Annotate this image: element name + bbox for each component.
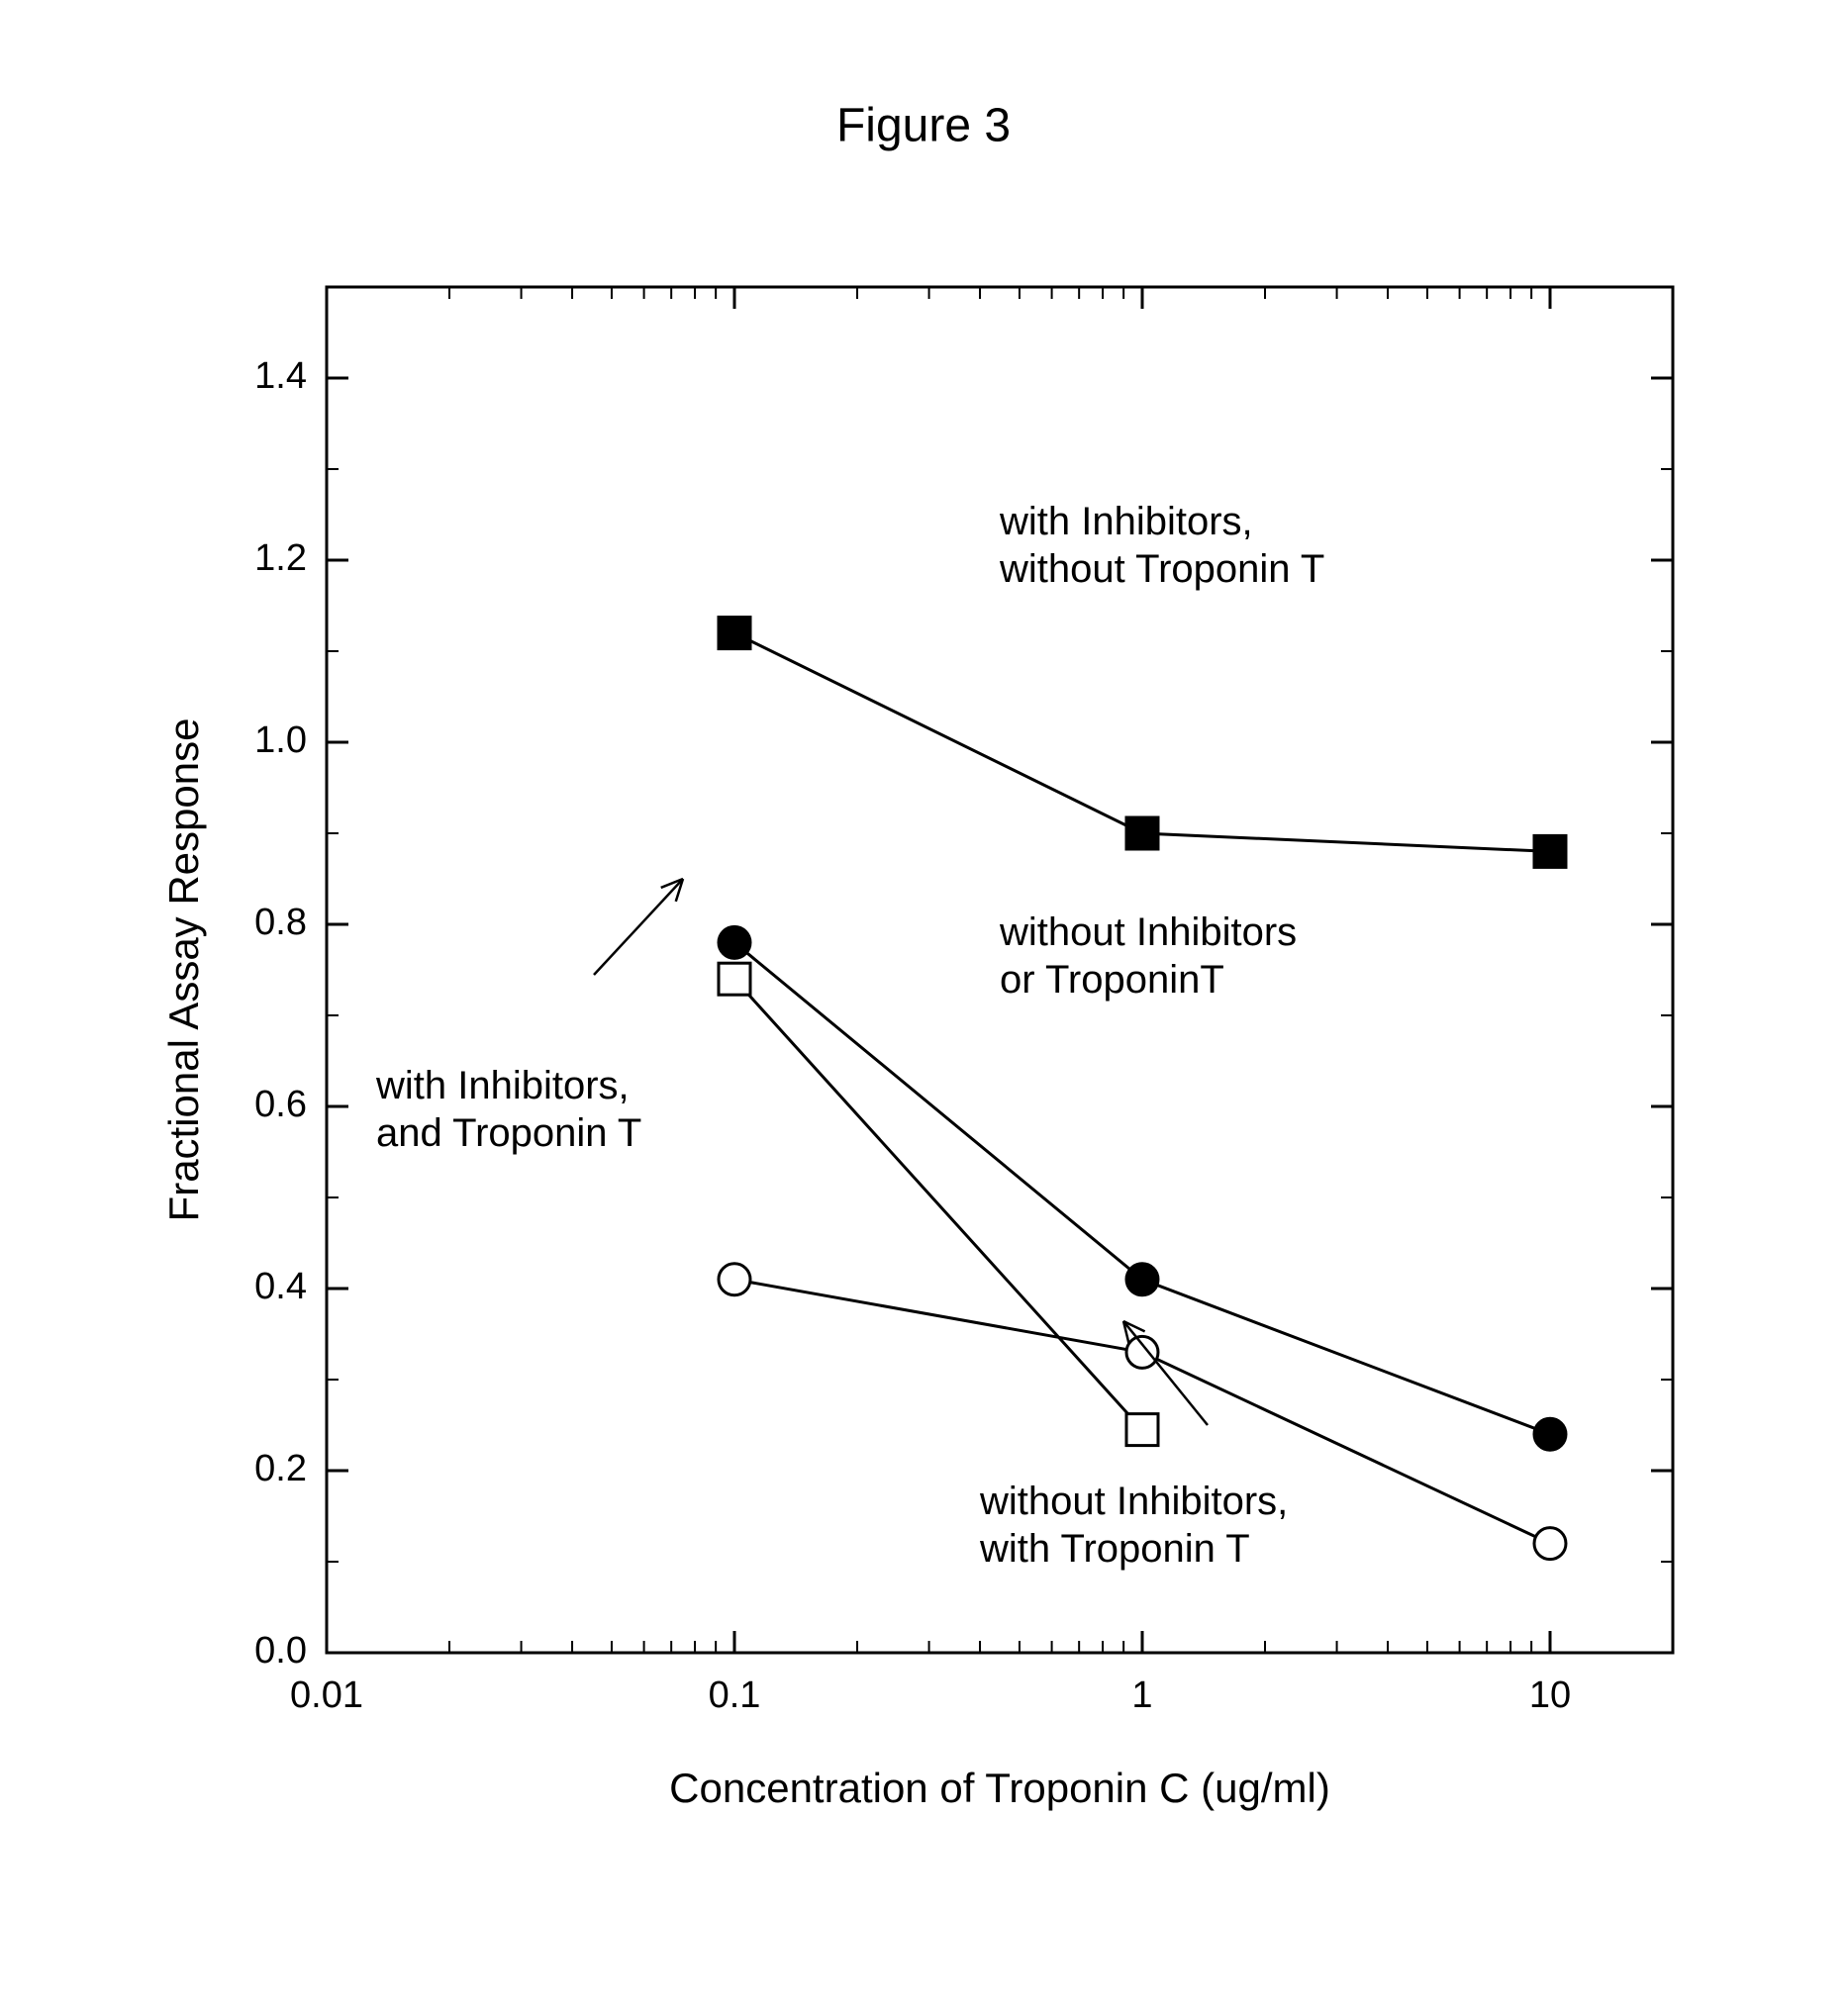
y-tick-label: 0.8 <box>254 902 307 943</box>
svg-text:with Troponin T: with Troponin T <box>979 1527 1250 1571</box>
y-tick-label: 0.2 <box>254 1448 307 1489</box>
svg-text:with Inhibitors,: with Inhibitors, <box>375 1064 630 1107</box>
svg-text:without Inhibitors: without Inhibitors <box>999 910 1297 954</box>
x-tick-label: 10 <box>1529 1674 1571 1716</box>
page-title: Figure 3 <box>836 100 1011 152</box>
x-axis-label: Concentration of Troponin C (ug/ml) <box>669 1765 1330 1811</box>
y-axis-label: Fractional Assay Response <box>160 718 207 1222</box>
y-tick-label: 0.0 <box>254 1630 307 1672</box>
svg-text:and Troponin T: and Troponin T <box>376 1111 641 1155</box>
x-tick-label: 0.1 <box>709 1674 761 1716</box>
svg-text:or TroponinT: or TroponinT <box>1000 958 1224 1002</box>
y-tick-label: 0.4 <box>254 1266 307 1307</box>
svg-text:without Inhibitors,: without Inhibitors, <box>979 1480 1288 1523</box>
x-tick-label: 0.01 <box>290 1674 363 1716</box>
y-tick-label: 1.2 <box>254 537 307 579</box>
y-tick-label: 1.0 <box>254 719 307 761</box>
svg-text:without Troponin T: without Troponin T <box>999 547 1324 591</box>
y-tick-label: 0.6 <box>254 1084 307 1125</box>
x-tick-label: 1 <box>1131 1674 1152 1716</box>
y-tick-label: 1.4 <box>254 355 307 397</box>
svg-text:with Inhibitors,: with Inhibitors, <box>999 500 1253 543</box>
